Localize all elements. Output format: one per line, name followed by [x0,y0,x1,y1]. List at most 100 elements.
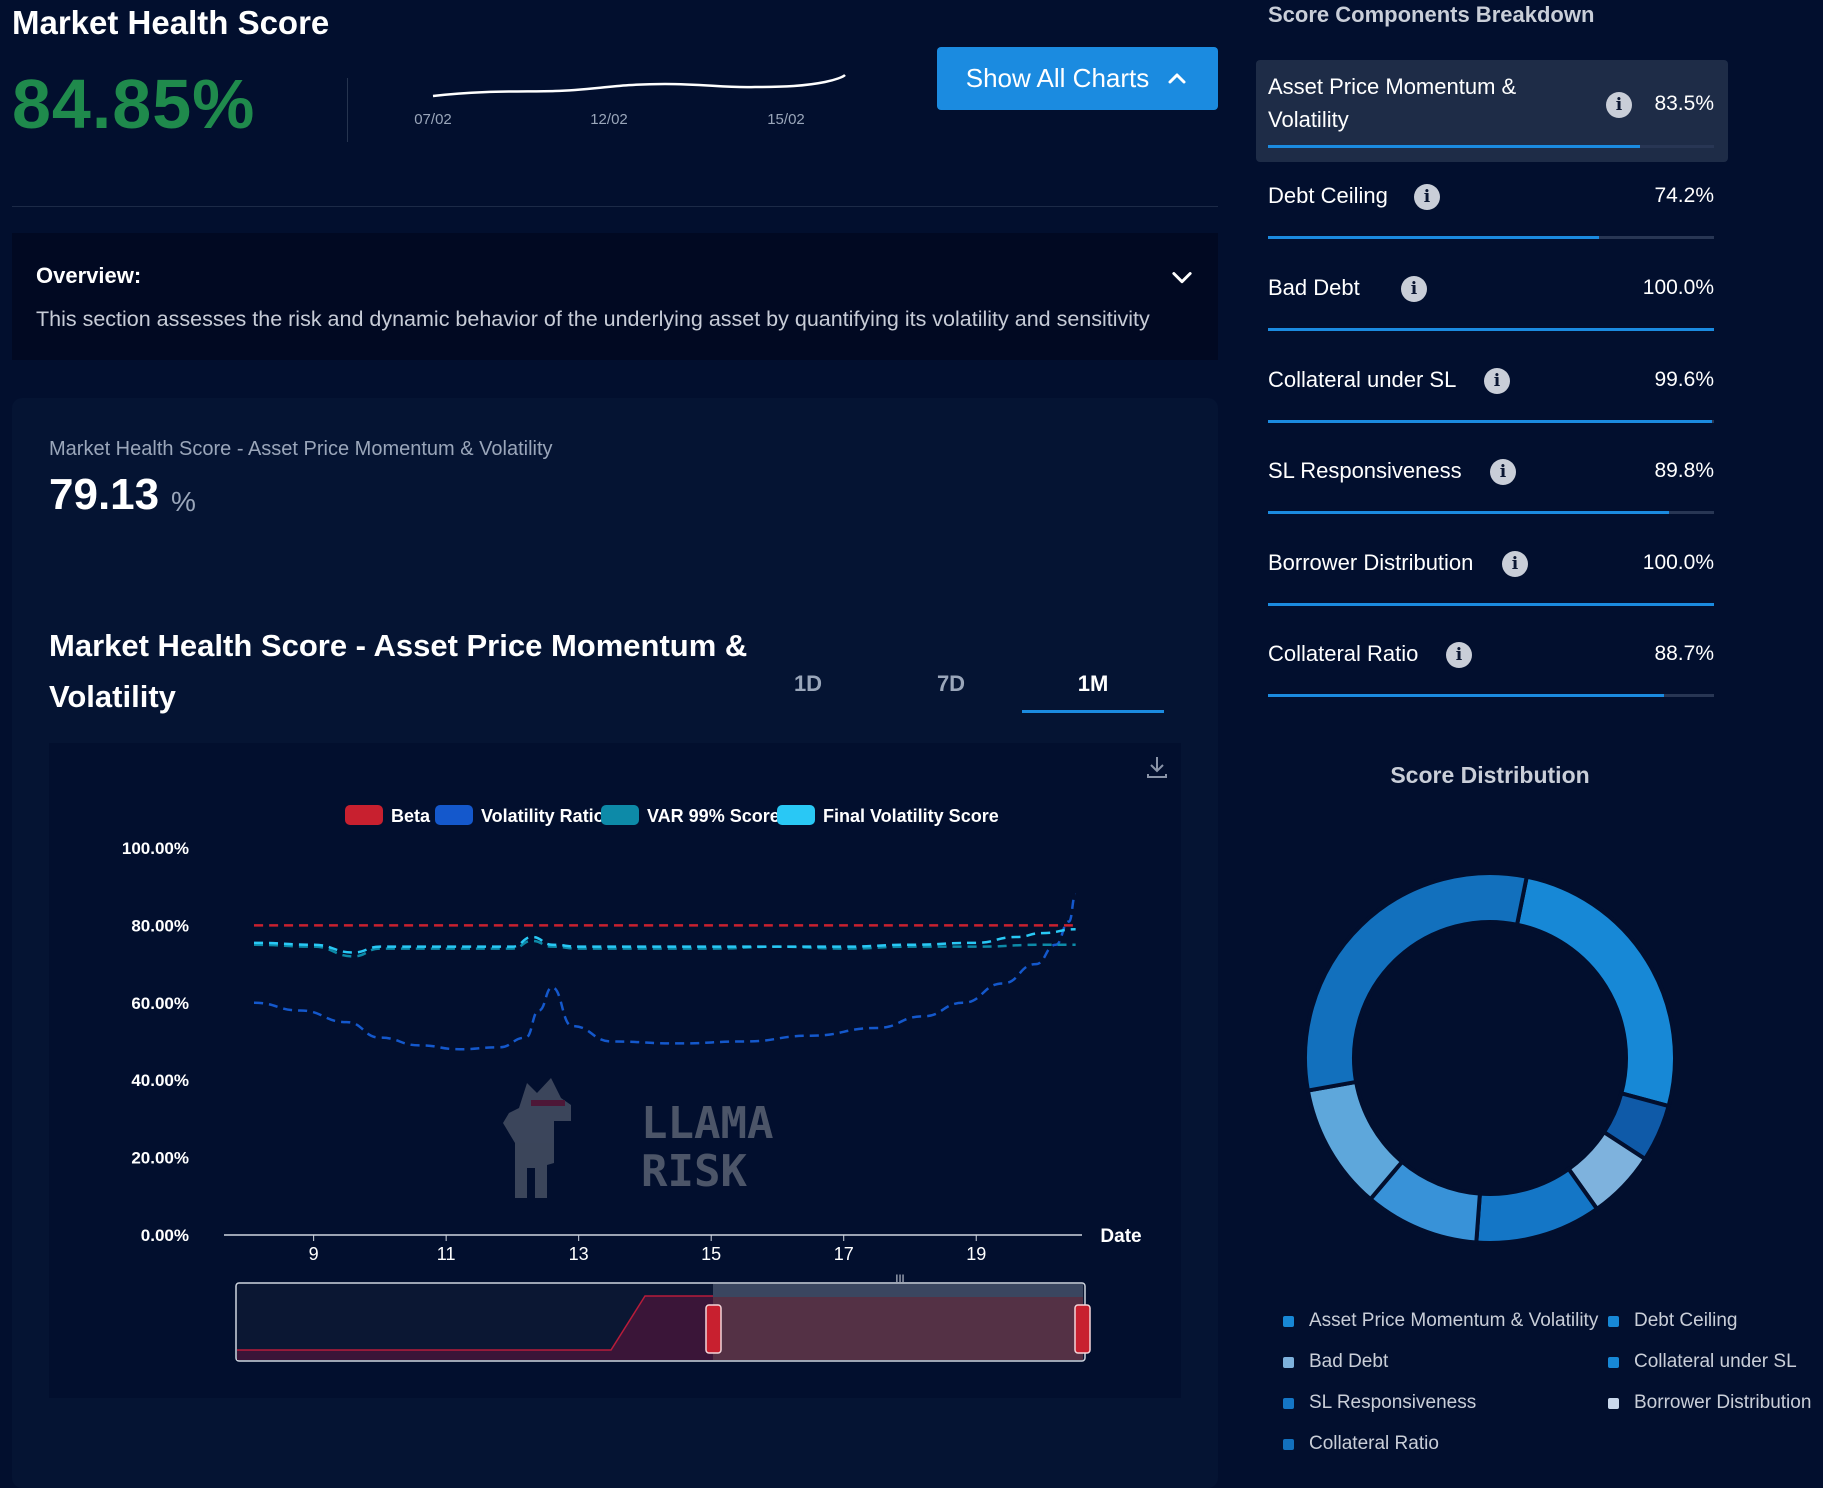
chevron-down-icon[interactable] [1168,263,1196,291]
distribution-legend-label: Borrower Distribution [1634,1392,1812,1413]
legend-swatch [777,805,815,825]
breakdown-progress-bar [1268,694,1714,697]
legend-swatch [1608,1315,1619,1327]
chart-card: Market Health Score - Asset Price Moment… [12,398,1218,1488]
breakdown-item-collateral-ratio[interactable]: Collateral Ratio i 88.7% [1256,622,1728,724]
y-tick-label: 60.00% [131,994,189,1013]
section-divider [12,206,1218,207]
breakdown-progress-fill [1268,603,1714,606]
header-divider [347,78,348,142]
info-icon[interactable]: i [1490,459,1516,485]
legend-item[interactable]: Volatility Ratio [435,805,605,826]
distribution-legend-item[interactable]: Asset Price Momentum & Volatility [1283,1310,1598,1332]
breakdown-item-label: Debt Ceiling [1268,183,1388,208]
chart-panel: Beta Volatility Ratio VAR 99% Score Final V… [49,743,1181,1398]
legend-swatch [1283,1356,1294,1368]
distribution-legend-item[interactable]: SL Responsiveness [1283,1392,1476,1414]
x-tick-label: 17 [834,1244,854,1264]
x-tick-label: 9 [309,1244,319,1264]
breakdown-item-value: 100.0% [1642,276,1714,299]
overview-panel: Overview: This section assesses the risk… [12,233,1218,360]
breakdown-progress-bar [1268,328,1714,331]
breakdown-title: Score Components Breakdown [1268,2,1595,27]
distribution-legend-label: Collateral under SL [1634,1351,1797,1372]
legend-swatch [601,805,639,825]
download-icon[interactable] [1147,757,1167,778]
breakdown-progress-fill [1268,420,1713,423]
breakdown-item-value: 99.6% [1654,368,1714,391]
breakdown-progress-bar [1268,603,1714,606]
y-tick-label: 40.00% [131,1071,189,1090]
donut-segment-collateral-under-sl[interactable] [1474,1166,1600,1245]
breakdown-progress-bar [1268,236,1714,239]
info-icon[interactable]: i [1484,368,1510,394]
range-slider-preview-line [237,1295,713,1351]
legend-item[interactable]: Final Volatility Score [777,805,999,826]
distribution-legend-item[interactable]: Collateral under SL [1608,1351,1797,1373]
tab-1m[interactable]: 1M [1022,658,1164,713]
breakdown-progress-fill [1268,145,1641,148]
score-sparkline: 07/02 12/02 15/02 [414,74,846,128]
distribution-legend-item[interactable]: Collateral Ratio [1283,1433,1439,1455]
breakdown-item-label: Bad Debt [1268,275,1360,300]
range-slider-selection-bar[interactable] [713,1284,1083,1297]
range-slider-handle-right[interactable] [1074,1304,1091,1354]
breakdown-item-debt-ceiling[interactable]: Debt Ceiling i 74.2% [1256,164,1728,266]
sparkline-tick: 07/02 [414,111,452,128]
y-axis: 0.00% 20.00% 40.00% 60.00% 80.00% 100.00% [122,839,189,1245]
breakdown-item-value: 88.7% [1654,642,1714,665]
donut-segment-collateral-ratio[interactable] [1303,871,1530,1093]
tab-1d[interactable]: 1D [793,671,823,696]
series-line-volatility-ratio[interactable] [253,893,1077,1051]
series-line-var-99-score[interactable] [253,939,1076,958]
info-icon[interactable]: i [1502,551,1528,577]
breakdown-progress-bar [1268,420,1714,423]
breakdown-item-label: Collateral under SL [1268,367,1457,392]
tab-7d[interactable]: 7D [936,671,966,696]
breakdown-item-label: SL Responsiveness [1268,458,1462,483]
breakdown-item-borrower-distribution[interactable]: Borrower Distribution i 100.0% [1256,531,1728,633]
breakdown-item-sl-responsiveness[interactable]: SL Responsiveness i 89.8% [1256,439,1728,541]
range-slider-handle-left[interactable] [705,1304,722,1354]
legend-label: Final Volatility Score [823,806,999,826]
x-tick-label: 19 [966,1244,986,1264]
x-axis: 9 11 13 15 17 19 [309,1235,986,1264]
y-tick-label: 80.00% [131,916,189,935]
show-all-charts-button[interactable]: Show All Charts [937,47,1218,110]
info-icon[interactable]: i [1401,276,1427,302]
breakdown-item-label: Borrower Distribution [1268,550,1474,575]
llama-risk-watermark-logo: LLAMA RISK [503,1078,773,1198]
breakdown-item-value: 89.8% [1654,459,1714,482]
distribution-legend-label: Collateral Ratio [1309,1433,1439,1454]
x-axis-label: Date [1100,1226,1141,1247]
distribution-legend-label: Asset Price Momentum & Volatility [1309,1310,1599,1331]
legend-label: VAR 99% Score [647,806,780,826]
range-slider[interactable]: III [235,1273,1091,1362]
breakdown-item-value: 100.0% [1642,551,1714,574]
breakdown-item-bad-debt[interactable]: Bad Debt i 100.0% [1256,256,1728,358]
series-line-final-volatility-score[interactable] [253,928,1076,954]
distribution-legend-item[interactable]: Debt Ceiling [1608,1310,1738,1332]
legend-item[interactable]: Beta [345,805,431,826]
breakdown-progress-fill [1268,694,1664,697]
distribution-legend-item[interactable]: Bad Debt [1283,1351,1388,1373]
legend-item[interactable]: VAR 99% Score [601,805,780,826]
score-distribution-donut [1303,871,1677,1245]
info-icon[interactable]: i [1446,642,1472,668]
x-tick-label: 13 [569,1244,589,1264]
info-icon[interactable]: i [1606,92,1632,118]
main-score-value: 84.85% [12,65,256,143]
breakdown-progress-fill [1268,511,1669,514]
range-slider-grip[interactable]: III [895,1273,904,1285]
page-title: Market Health Score [12,4,330,41]
legend-swatch [435,805,473,825]
breakdown-item-asset-price-momentum-volatility[interactable]: Asset Price Momentum & Volatility i 83.5% [1256,60,1728,162]
legend-swatch [1608,1397,1619,1409]
legend-label: Beta [391,806,431,826]
donut-segment-asset-price-momentum-volatility[interactable] [1514,874,1677,1109]
legend-swatch [1283,1397,1294,1409]
watermark-text: LLAMA RISK [641,1098,773,1197]
info-icon[interactable]: i [1414,184,1440,210]
breakdown-item-collateral-under-sl[interactable]: Collateral under SL i 99.6% [1256,348,1728,450]
distribution-legend-item[interactable]: Borrower Distribution [1608,1392,1811,1414]
